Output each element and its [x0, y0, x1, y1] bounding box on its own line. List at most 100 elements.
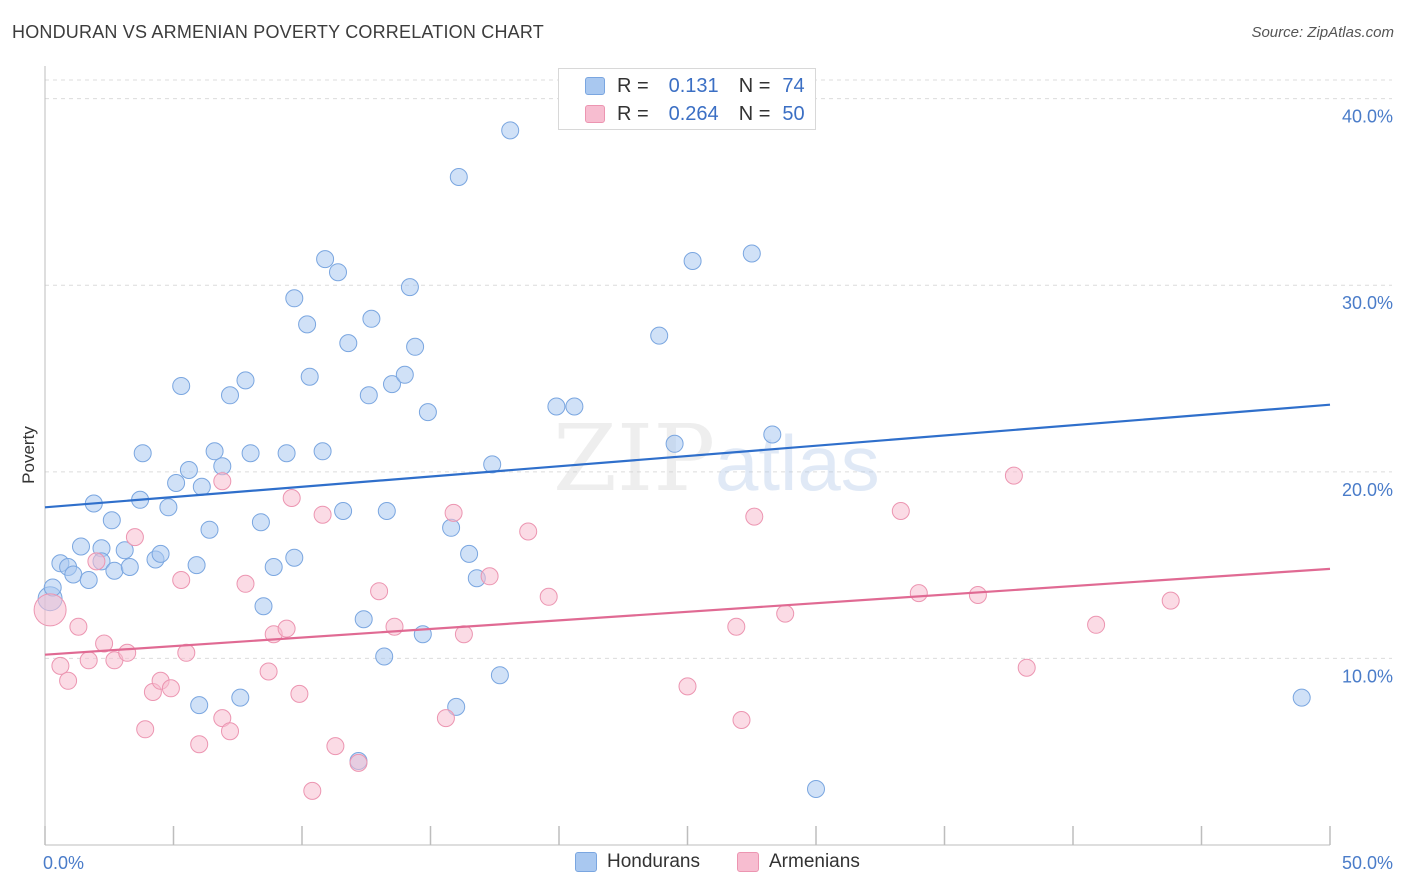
- y-tick-label: 10.0%: [1342, 666, 1393, 686]
- tick-labels: 10.0% 20.0% 30.0% 40.0% 0.0% 50.0%: [43, 107, 1393, 873]
- honduran-point: [442, 518, 461, 537]
- armenian-point: [59, 671, 78, 690]
- legend-row-hondurans: R = 0.131 N = 74: [585, 73, 805, 99]
- honduran-point: [375, 647, 394, 666]
- armenian-point: [370, 582, 389, 601]
- honduran-point: [277, 444, 296, 463]
- armenian-point: [69, 617, 88, 636]
- armenian-point: [33, 593, 67, 627]
- armenian-trend-line: [44, 567, 1331, 656]
- honduran-point: [406, 337, 425, 356]
- honduran-point: [742, 244, 761, 263]
- armenian-point: [349, 753, 368, 772]
- armenian-point: [1161, 591, 1180, 610]
- honduran-point: [339, 334, 358, 353]
- legend-item-armenians[interactable]: Armenians: [737, 851, 860, 873]
- armenian-point: [221, 722, 239, 741]
- armenian-point: [290, 684, 309, 703]
- honduran-point: [241, 444, 260, 463]
- honduran-point: [236, 371, 255, 390]
- legend-swatch-hondurans: [575, 852, 597, 872]
- honduran-point: [133, 444, 152, 463]
- armenian-point: [259, 662, 278, 681]
- armenian-point: [745, 507, 764, 526]
- honduran-point: [483, 455, 502, 474]
- honduran-point: [190, 696, 209, 715]
- honduran-point: [285, 289, 304, 308]
- honduran-point: [251, 513, 270, 532]
- honduran-point: [192, 477, 211, 496]
- r-value: 0.131: [668, 74, 719, 97]
- armenian-point: [776, 604, 795, 623]
- armenian-point: [732, 711, 751, 729]
- honduran-point: [460, 544, 479, 563]
- armenian-point: [1017, 658, 1036, 677]
- honduran-point: [221, 386, 239, 405]
- watermark-zip: ZIP: [553, 405, 715, 512]
- armenian-point: [678, 677, 697, 696]
- axes: [44, 66, 1331, 846]
- legend-label-hondurans: Hondurans: [607, 851, 700, 872]
- armenian-point: [313, 505, 332, 524]
- honduran-point: [418, 403, 437, 422]
- armenian-point: [190, 735, 209, 754]
- armenian-point: [79, 651, 98, 670]
- legend-row-armenians: R = 0.264 N = 50: [585, 101, 805, 127]
- honduran-point: [383, 375, 401, 394]
- y-axis-label: Poverty: [19, 426, 38, 484]
- honduran-point: [362, 309, 381, 328]
- honduran-point: [313, 442, 332, 461]
- r-label: R =: [617, 102, 649, 125]
- armenian-point: [172, 571, 191, 589]
- armenian-point: [213, 472, 232, 491]
- honduran-point: [285, 548, 304, 567]
- honduran-point: [172, 377, 191, 395]
- honduran-point: [213, 457, 232, 476]
- n-label: N =: [738, 102, 771, 125]
- honduran-point: [300, 367, 319, 386]
- armenian-point: [326, 737, 345, 756]
- honduran-point: [763, 425, 782, 444]
- honduran-point: [254, 597, 273, 616]
- r-value: 0.264: [668, 102, 719, 125]
- correlation-legend: R = 0.131 N = 74 R = 0.264 N = 50: [558, 68, 816, 130]
- armenian-point: [454, 625, 473, 644]
- armenian-point: [136, 720, 155, 739]
- honduran-point: [187, 556, 206, 575]
- honduran-point: [1292, 688, 1311, 707]
- armenian-point: [51, 656, 70, 675]
- honduran-point: [151, 544, 170, 563]
- chart-title: HONDURAN VS ARMENIAN POVERTY CORRELATION…: [12, 22, 544, 42]
- armenian-point: [891, 502, 910, 520]
- armenian-point: [539, 587, 558, 606]
- honduran-point: [447, 697, 466, 716]
- honduran-point: [316, 250, 335, 269]
- armenian-point: [118, 643, 137, 662]
- honduran-point: [43, 578, 62, 597]
- series-legend: Hondurans Armenians: [0, 851, 1406, 879]
- honduran-point: [547, 397, 566, 416]
- y-tick-label: 30.0%: [1342, 293, 1393, 313]
- legend-item-hondurans[interactable]: Hondurans: [575, 851, 700, 873]
- honduran-point: [120, 558, 139, 576]
- armenian-point: [282, 489, 301, 507]
- honduran-point: [298, 315, 317, 334]
- honduran-point: [354, 610, 373, 629]
- honduran-point: [400, 278, 419, 297]
- armenian-point: [968, 586, 987, 604]
- watermark-atlas: atlas: [715, 419, 880, 507]
- n-label: N =: [738, 74, 771, 97]
- y-tick-label: 40.0%: [1342, 107, 1393, 127]
- honduran-point: [807, 780, 825, 798]
- honduran-point: [167, 474, 186, 492]
- honduran-point: [377, 502, 396, 520]
- armenian-point: [1087, 615, 1106, 634]
- honduran-point: [105, 561, 124, 580]
- honduran-point: [395, 365, 414, 384]
- honduran-point: [200, 520, 219, 539]
- armenians-points: [33, 466, 1180, 800]
- honduran-trend-line: [44, 403, 1331, 509]
- honduran-point: [501, 121, 520, 140]
- watermark: ZIP atlas: [553, 405, 880, 512]
